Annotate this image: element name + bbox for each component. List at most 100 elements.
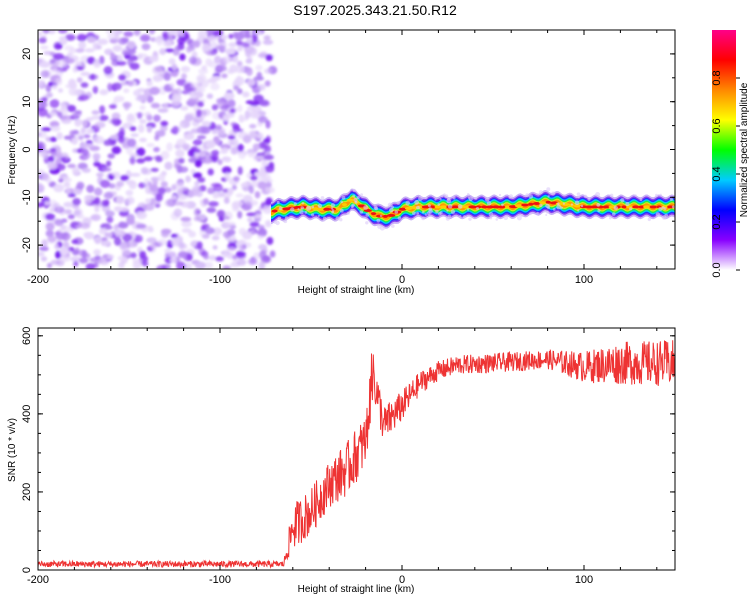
noise-blob: [188, 230, 197, 238]
noise-blob: [149, 184, 159, 192]
noise-blob: [38, 251, 45, 257]
noise-blob: [174, 45, 185, 51]
noise-blob: [91, 115, 101, 120]
noise-blob: [247, 150, 256, 158]
noise-blob: [235, 40, 243, 46]
noise-blob: [111, 112, 121, 120]
noise-blob: [163, 103, 169, 109]
noise-blob: [123, 88, 130, 93]
noise-blob: [38, 108, 48, 117]
ridge-halo: [391, 205, 394, 209]
noise-blob: [210, 182, 222, 188]
ridge-halo: [551, 191, 556, 196]
ridge-halo: [306, 205, 312, 211]
spectrogram-x-tick-label: -100: [209, 274, 231, 286]
ridge-halo: [556, 204, 562, 210]
noise-blob: [114, 228, 121, 237]
ridge-halo: [609, 193, 614, 198]
noise-blob: [70, 256, 81, 262]
spectrogram-noise-region: [38, 30, 278, 269]
noise-blob: [62, 175, 70, 181]
noise-blob: [212, 192, 219, 199]
noise-blob: [72, 198, 81, 206]
noise-blob: [133, 30, 141, 36]
noise-blob: [116, 180, 125, 187]
ridge-halo: [301, 202, 305, 205]
noise-blob: [53, 202, 60, 209]
noise-blob: [54, 243, 60, 250]
noise-blob: [179, 53, 186, 61]
noise-blob: [110, 118, 117, 125]
noise-blob: [262, 255, 270, 262]
noise-blob: [89, 73, 96, 81]
colorbar-tick-label: 0.2: [711, 214, 723, 229]
noise-blob: [220, 215, 230, 220]
ridge-peak: [317, 207, 326, 211]
noise-blob: [136, 147, 146, 157]
noise-blob: [149, 242, 157, 249]
noise-blob: [146, 237, 157, 244]
noise-blob: [212, 227, 222, 236]
noise-blob: [221, 73, 228, 79]
noise-blob: [249, 124, 257, 129]
ridge-peak: [481, 205, 488, 209]
noise-blob: [99, 227, 108, 234]
noise-blob: [109, 104, 117, 109]
noise-blob: [232, 200, 244, 208]
snr-series-line: [38, 340, 675, 569]
noise-blob: [93, 249, 101, 256]
noise-blob: [212, 245, 218, 250]
noise-blob: [80, 127, 86, 134]
noise-blob: [152, 74, 163, 82]
noise-blob: [236, 259, 247, 266]
noise-blob: [160, 124, 168, 132]
snr-y-tick-label: 0: [21, 567, 33, 573]
noise-blob: [65, 34, 76, 41]
noise-blob: [265, 120, 271, 129]
noise-blob: [215, 124, 222, 130]
noise-blob: [222, 114, 229, 121]
noise-blob: [265, 186, 275, 194]
ridge-peak: [626, 205, 634, 209]
ridge-halo: [317, 214, 320, 217]
noise-blob: [224, 172, 231, 181]
noise-blob: [223, 92, 235, 100]
noise-blob: [67, 163, 77, 169]
ridge-peak: [638, 205, 645, 209]
noise-blob: [101, 199, 109, 207]
ridge-halo: [597, 209, 601, 213]
noise-blob: [242, 91, 250, 98]
noise-blob: [38, 31, 43, 37]
noise-blob: [55, 232, 67, 240]
noise-blob: [237, 210, 243, 219]
noise-blob: [117, 54, 123, 62]
noise-blob: [94, 207, 100, 213]
ridge-peak: [498, 205, 506, 209]
ridge-halo: [444, 194, 449, 199]
noise-blob: [264, 144, 271, 154]
noise-blob: [57, 30, 68, 34]
noise-blob: [166, 142, 173, 152]
noise-blob: [228, 42, 237, 48]
noise-blob: [61, 102, 67, 112]
noise-blob: [249, 221, 260, 228]
noise-blob: [116, 60, 127, 66]
ridge-halo: [580, 204, 584, 208]
noise-blob: [58, 178, 64, 183]
colorbar-tick-label: 0.6: [711, 118, 723, 133]
noise-blob: [47, 30, 56, 35]
noise-blob: [93, 135, 105, 144]
noise-blob: [90, 214, 101, 221]
noise-blob: [126, 115, 137, 124]
noise-blob: [181, 228, 192, 233]
noise-blob: [255, 64, 263, 71]
ridge-halo: [335, 216, 340, 221]
ridge-halo: [445, 216, 450, 221]
noise-blob: [179, 32, 185, 37]
noise-blob: [58, 59, 67, 68]
ridge-halo: [353, 197, 358, 202]
ridge-halo: [577, 209, 580, 212]
noise-blob: [137, 94, 149, 100]
noise-blob: [78, 94, 90, 101]
ridge-halo: [612, 212, 616, 216]
